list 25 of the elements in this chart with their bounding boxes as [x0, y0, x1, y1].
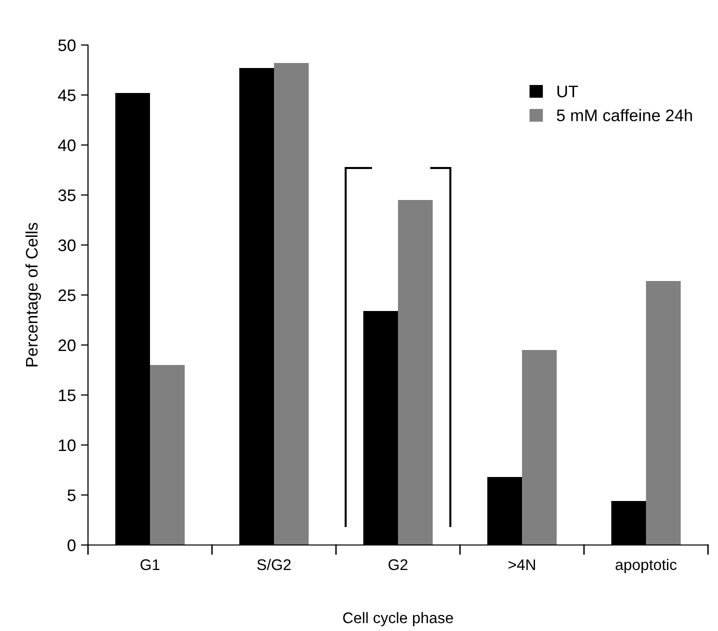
y-axis-title: Percentage of Cells: [25, 222, 41, 366]
bar: [646, 281, 681, 545]
y-tick-label: 30: [58, 239, 76, 252]
y-tick-label: 40: [58, 139, 76, 152]
x-tick-label: S/G2: [257, 558, 291, 570]
y-tick-label: 50: [58, 39, 76, 52]
y-tick-label: 35: [58, 189, 76, 202]
y-tick-label: 25: [58, 289, 76, 302]
x-tick-label: G2: [388, 559, 408, 570]
y-tick-label: 0: [68, 539, 76, 552]
bar: [522, 350, 557, 545]
bar: [150, 365, 185, 545]
y-tick-label: 45: [58, 90, 76, 102]
legend-label: UT: [557, 86, 578, 98]
legend-label: 5 mM caffeine 24h: [556, 109, 692, 122]
y-tick-label: 20: [58, 339, 76, 352]
bar: [274, 63, 309, 545]
y-tick-label: 5: [68, 490, 76, 502]
bar: [398, 200, 433, 545]
x-axis-title: Cell cycle phase: [343, 612, 453, 626]
y-tick-label: 15: [58, 390, 76, 402]
x-tick-label: >4N: [508, 559, 535, 570]
x-tick-label: apoptotic: [616, 558, 677, 574]
y-tick-label: 10: [58, 439, 76, 452]
x-tick-label: G1: [140, 559, 160, 570]
